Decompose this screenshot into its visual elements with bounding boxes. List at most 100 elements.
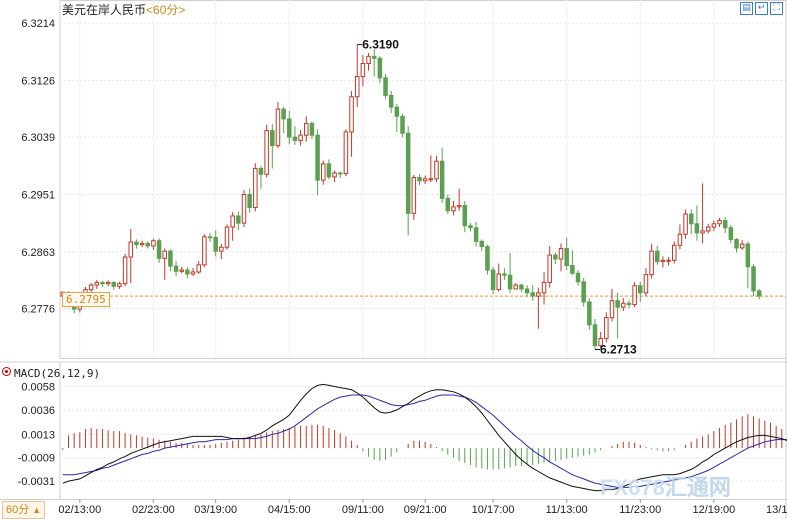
price-tick-label: 6.2863 xyxy=(21,247,55,259)
fullscreen-icon[interactable]: ⛶ xyxy=(770,2,783,15)
candle-up xyxy=(190,271,196,275)
candle-down xyxy=(213,236,218,252)
price-tick-label: 6.3039 xyxy=(21,132,55,144)
candle-down xyxy=(564,248,569,266)
candle-up xyxy=(711,223,717,228)
candle-up xyxy=(298,134,303,141)
candle-down xyxy=(156,240,162,259)
candle-down xyxy=(236,215,241,224)
price-tick-label: 6.3126 xyxy=(21,75,55,87)
candle-down xyxy=(326,163,332,178)
candle-up xyxy=(275,108,281,147)
candle-down xyxy=(315,134,320,181)
triangle-up-icon: ▲ xyxy=(32,505,42,515)
candle-up xyxy=(558,248,564,260)
price-tick-label: 6.2951 xyxy=(21,189,55,201)
candle-down xyxy=(485,246,490,271)
price-panel: 6.3190 6.2713 xyxy=(60,38,786,357)
table-icon[interactable]: ▤ xyxy=(740,2,753,15)
indicator-settings-icon[interactable] xyxy=(2,367,11,376)
candle-down xyxy=(655,250,660,263)
candle-down xyxy=(394,106,400,117)
candle-up xyxy=(621,302,626,308)
candle-up xyxy=(428,178,434,181)
candle-down xyxy=(309,122,315,136)
candle-up xyxy=(224,226,230,248)
macd-tick-label: 0.0036 xyxy=(21,405,55,417)
high-label: 6.3190 xyxy=(362,38,399,52)
watermark: FX678汇通网 xyxy=(600,470,731,502)
back-icon[interactable]: ↵ xyxy=(755,2,768,15)
time-tick-label: 09/21:00 xyxy=(404,504,447,516)
time-tick-label: 03/19:00 xyxy=(194,504,237,516)
time-tick-label: 09/11:00 xyxy=(342,504,384,516)
macd-label: MACD(26,12,9) xyxy=(14,367,101,380)
candle-down xyxy=(134,241,139,246)
candle-down xyxy=(292,136,298,141)
time-tick-label: 12/19:00 xyxy=(692,504,735,516)
candle-up xyxy=(366,55,371,65)
candle-down xyxy=(383,77,388,96)
candle-up xyxy=(202,236,207,266)
candle-up xyxy=(128,241,134,258)
candle-up xyxy=(739,243,745,249)
candle-up xyxy=(332,172,337,178)
candle-down xyxy=(388,94,394,108)
candle-up xyxy=(411,177,417,214)
candle-up xyxy=(122,256,128,285)
axes: 6.3214 6.3126 6.3039 6.2951 6.2863 6.2776 0.00… xyxy=(18,18,787,516)
candle-down xyxy=(530,292,535,297)
candle-down xyxy=(462,205,468,227)
candle-up xyxy=(609,300,615,319)
candle-down xyxy=(688,213,694,225)
candle-up xyxy=(677,233,683,246)
period-indicator[interactable]: <60分> xyxy=(146,3,186,17)
time-tick-label: 11/23:00 xyxy=(619,504,661,516)
candle-down xyxy=(615,300,620,308)
candle-up xyxy=(643,274,649,294)
candle-down xyxy=(479,240,485,248)
candle-down xyxy=(439,160,445,199)
candle-up xyxy=(632,285,637,306)
candle-up xyxy=(422,178,428,182)
candle-up xyxy=(343,131,349,175)
macd-tick-label: -0.0009 xyxy=(18,453,55,465)
macd-tick-label: 0.0058 xyxy=(21,382,55,394)
candle-down xyxy=(337,172,343,175)
time-tick-label: 02/13:00 xyxy=(58,504,101,516)
candle-down xyxy=(270,130,275,147)
candle-up xyxy=(717,220,722,225)
candle-up xyxy=(230,215,235,228)
candle-up xyxy=(456,205,462,208)
candle-down xyxy=(445,197,451,212)
candle-down xyxy=(490,269,496,291)
candle-up xyxy=(139,242,145,246)
candle-down xyxy=(519,284,524,290)
candle-up xyxy=(88,284,94,291)
candle-up xyxy=(547,254,552,283)
time-tick-label: 02/23:00 xyxy=(132,504,175,516)
candle-down xyxy=(553,254,558,260)
candle-down xyxy=(168,250,173,267)
candle-down xyxy=(570,264,575,274)
period-button[interactable]: 60分 ▲ xyxy=(2,501,46,519)
candle-up xyxy=(241,193,247,224)
candle-down xyxy=(592,324,598,347)
candle-down xyxy=(145,242,151,247)
candle-up xyxy=(513,284,518,290)
toolbar: ▤ ↵ ⛶ xyxy=(740,2,783,15)
chart-title: 美元在岸人民币<60分> xyxy=(62,1,185,18)
low-label: 6.2713 xyxy=(600,343,637,357)
time-tick-label: 13/15:00 xyxy=(766,504,787,516)
candle-down xyxy=(507,274,513,290)
candle-down xyxy=(473,227,479,242)
candle-down xyxy=(502,273,507,276)
candle-down xyxy=(722,220,728,229)
dea-line xyxy=(62,394,787,488)
candle-down xyxy=(581,281,586,303)
candle-down xyxy=(281,108,286,120)
instrument-name: 美元在岸人民币 xyxy=(62,3,147,17)
candle-down xyxy=(417,177,422,182)
candle-up xyxy=(496,273,502,291)
